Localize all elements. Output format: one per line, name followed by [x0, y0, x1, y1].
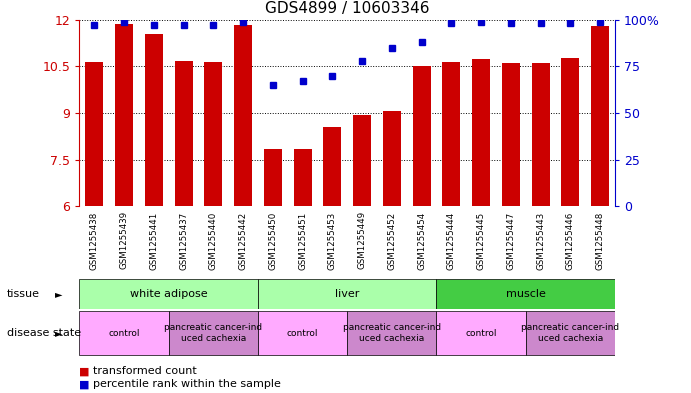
Text: percentile rank within the sample: percentile rank within the sample: [93, 379, 281, 389]
Text: GSM1255453: GSM1255453: [328, 211, 337, 270]
Bar: [502, 63, 520, 206]
Text: GSM1255449: GSM1255449: [358, 211, 367, 269]
Bar: [353, 114, 371, 206]
Bar: [169, 311, 258, 355]
Bar: [294, 149, 312, 206]
Text: GSM1255438: GSM1255438: [90, 211, 99, 270]
Bar: [413, 66, 430, 206]
Text: GSM1255448: GSM1255448: [596, 211, 605, 270]
Bar: [526, 311, 615, 355]
Bar: [145, 34, 163, 206]
Bar: [383, 112, 401, 206]
Text: GSM1255454: GSM1255454: [417, 211, 426, 270]
Bar: [591, 26, 609, 206]
Text: GSM1255450: GSM1255450: [268, 211, 277, 270]
Bar: [234, 25, 252, 206]
Bar: [347, 311, 437, 355]
Text: control: control: [108, 329, 140, 338]
Text: GSM1255451: GSM1255451: [298, 211, 307, 270]
Bar: [258, 311, 347, 355]
Text: disease state: disease state: [7, 328, 81, 338]
Text: white adipose: white adipose: [130, 289, 207, 299]
Bar: [258, 279, 437, 309]
Bar: [205, 62, 223, 206]
Bar: [323, 127, 341, 206]
Bar: [531, 63, 549, 206]
Text: GSM1255445: GSM1255445: [477, 211, 486, 270]
Bar: [472, 59, 490, 206]
Text: transformed count: transformed count: [93, 366, 197, 376]
Bar: [115, 24, 133, 206]
Text: GSM1255441: GSM1255441: [149, 211, 158, 270]
Text: pancreatic cancer-ind
uced cachexia: pancreatic cancer-ind uced cachexia: [343, 323, 441, 343]
Text: pancreatic cancer-ind
uced cachexia: pancreatic cancer-ind uced cachexia: [521, 323, 619, 343]
Bar: [86, 62, 103, 206]
Text: ►: ►: [55, 328, 62, 338]
Bar: [561, 58, 579, 206]
Text: control: control: [287, 329, 319, 338]
Bar: [437, 279, 615, 309]
Text: GSM1255442: GSM1255442: [238, 211, 247, 270]
Text: ■: ■: [79, 366, 90, 376]
Title: GDS4899 / 10603346: GDS4899 / 10603346: [265, 1, 430, 16]
Text: muscle: muscle: [506, 289, 546, 299]
Text: tissue: tissue: [7, 289, 40, 299]
Text: GSM1255447: GSM1255447: [507, 211, 515, 270]
Text: GSM1255437: GSM1255437: [179, 211, 188, 270]
Text: GSM1255440: GSM1255440: [209, 211, 218, 270]
Bar: [437, 311, 526, 355]
Text: GSM1255444: GSM1255444: [447, 211, 456, 270]
Text: GSM1255446: GSM1255446: [566, 211, 575, 270]
Text: GSM1255443: GSM1255443: [536, 211, 545, 270]
Text: GSM1255452: GSM1255452: [388, 211, 397, 270]
Bar: [175, 61, 193, 206]
Text: pancreatic cancer-ind
uced cachexia: pancreatic cancer-ind uced cachexia: [164, 323, 263, 343]
Text: GSM1255439: GSM1255439: [120, 211, 129, 269]
Bar: [79, 311, 169, 355]
Bar: [442, 62, 460, 206]
Text: control: control: [465, 329, 497, 338]
Bar: [79, 279, 258, 309]
Text: ■: ■: [79, 379, 90, 389]
Text: ►: ►: [55, 289, 62, 299]
Text: liver: liver: [335, 289, 359, 299]
Bar: [264, 149, 282, 206]
